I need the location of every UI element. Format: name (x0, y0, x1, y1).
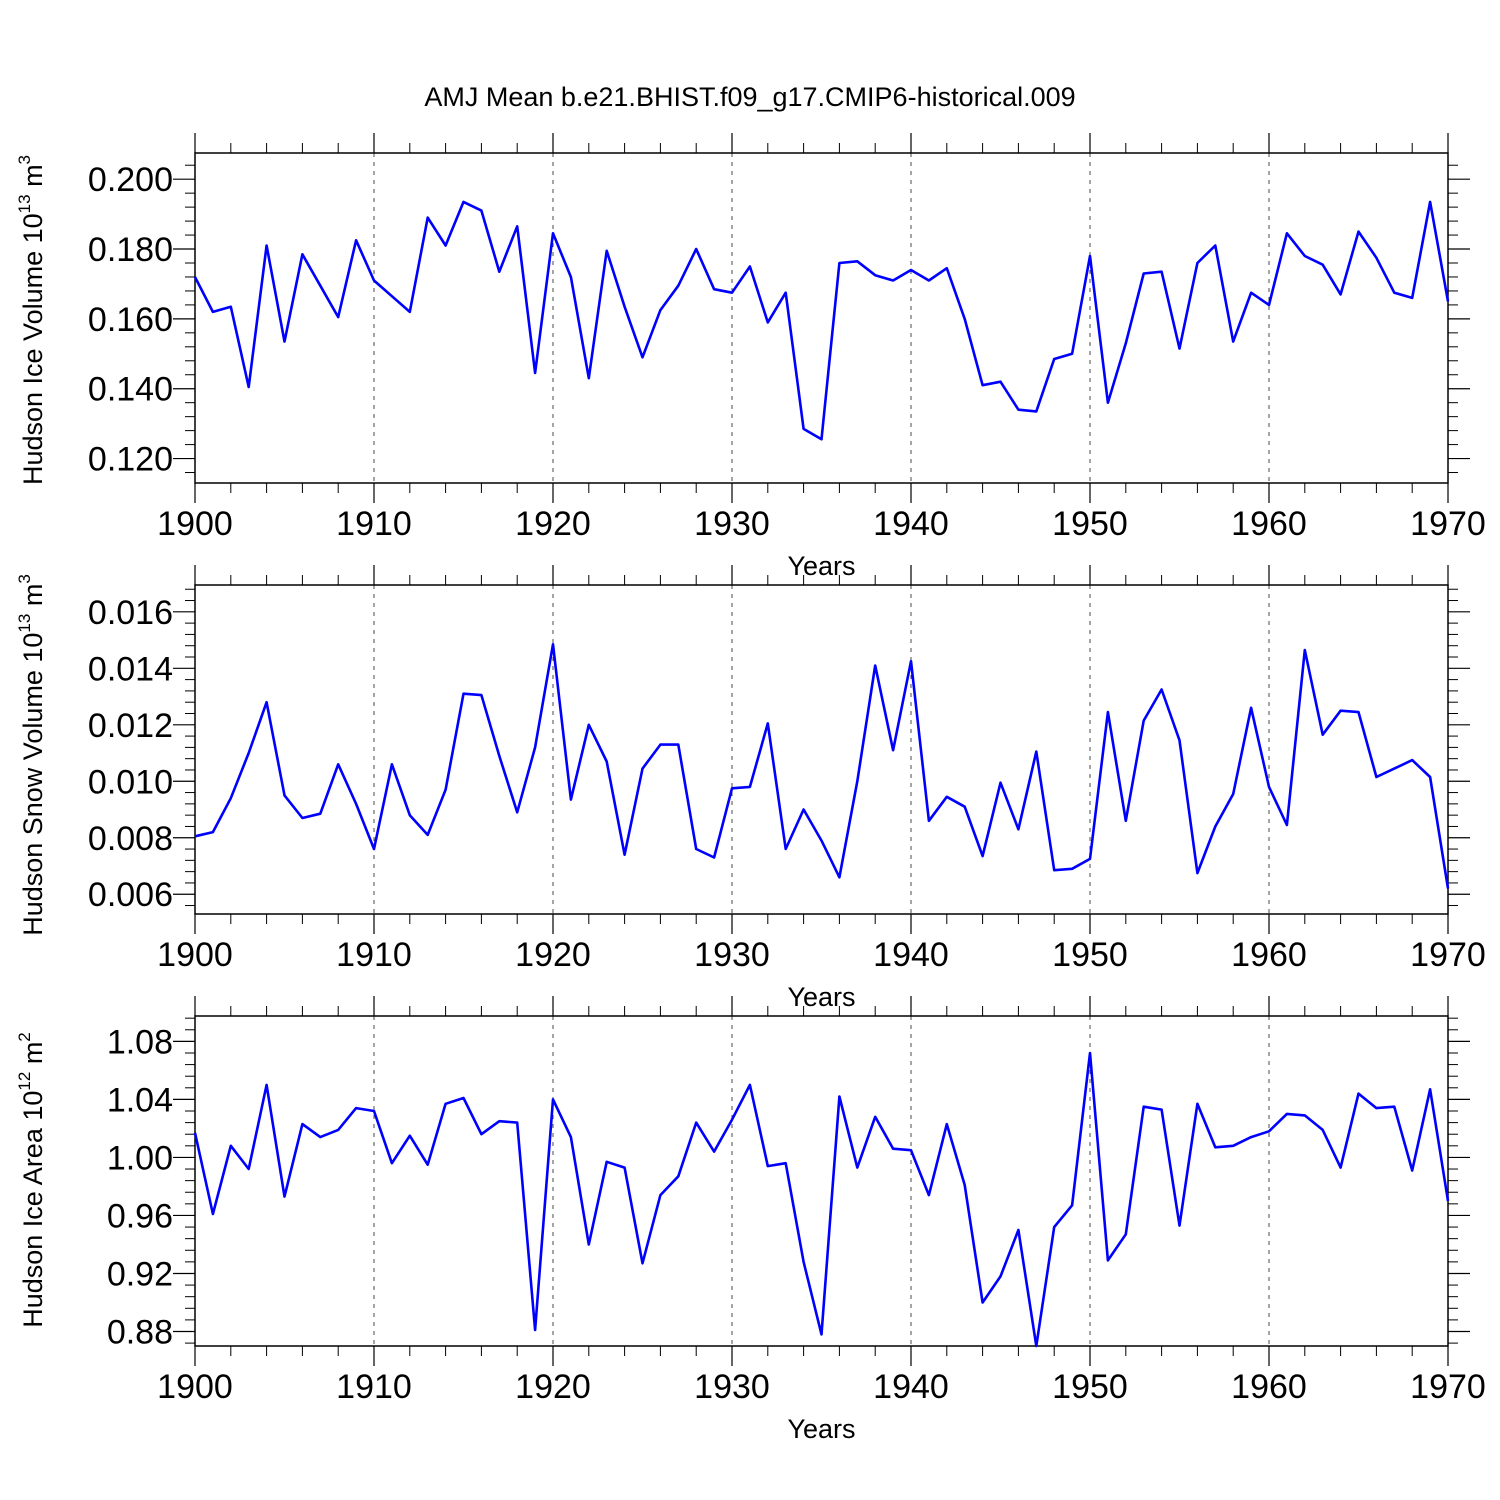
x-tick-label: 1950 (1052, 505, 1128, 543)
x-tick-label: 1930 (694, 936, 770, 974)
x-tick-label: 1910 (336, 936, 412, 974)
y-tick-label: 0.012 (88, 707, 173, 745)
series-line (193, 200, 1450, 441)
x-tick-label: 1930 (694, 1368, 770, 1406)
y-axis-label-unit: m (18, 584, 48, 614)
x-tick-label: 1920 (515, 1368, 591, 1406)
plot-frame (194, 152, 1449, 484)
y-axis-label: Hudson Ice Area 1012 m2 (15, 1032, 48, 1328)
x-tick-label: 1940 (873, 936, 949, 974)
y-axis-label-exponent: 12 (15, 1072, 34, 1091)
y-axis-label-main: Hudson Snow Volume 10 (18, 633, 48, 936)
x-axis-label: Years (787, 1414, 855, 1444)
figure-title: AMJ Mean b.e21.BHIST.f09_g17.CMIP6-histo… (424, 82, 1075, 112)
y-axis-label-unit-exponent: 2 (15, 1032, 34, 1041)
y-tick-label: 0.014 (88, 650, 173, 688)
x-tick-label: 1960 (1231, 936, 1307, 974)
y-tick-label: 0.96 (107, 1197, 173, 1235)
y-tick-label: 0.120 (88, 441, 173, 479)
y-axis-label-exponent: 13 (15, 614, 34, 633)
y-tick-label: 1.08 (107, 1023, 173, 1061)
x-tick-label: 1900 (157, 505, 233, 543)
y-tick-label: 0.140 (88, 371, 173, 409)
x-tick-label: 1970 (1410, 936, 1486, 974)
plot-frame (194, 584, 1449, 915)
plot-frame (194, 1015, 1449, 1347)
y-tick-label: 0.010 (88, 763, 173, 801)
x-tick-label: 1910 (336, 1368, 412, 1406)
y-axis-label-main: Hudson Ice Area 10 (18, 1091, 48, 1328)
y-axis-label: Hudson Snow Volume 1013 m3 (15, 574, 48, 936)
series-line (193, 1051, 1450, 1348)
y-axis-label-unit-exponent: 3 (15, 574, 34, 583)
x-axis-label: Years (787, 551, 855, 581)
x-tick-label: 1940 (873, 1368, 949, 1406)
series-line (194, 642, 1450, 889)
y-axis-label-unit-exponent: 3 (15, 155, 34, 164)
y-tick-label: 0.200 (88, 161, 173, 199)
panel-ice-area: 1900 1910 1920 1930 1940 1950 1960 1970 0.88 0.92… (15, 996, 1486, 1444)
y-tick-label: 0.008 (88, 820, 173, 858)
x-tick-label: 1910 (336, 505, 412, 543)
y-tick-label: 1.04 (107, 1081, 173, 1119)
y-tick-label: 0.92 (107, 1255, 173, 1293)
panel-snow-volume: 1900 1910 1920 1930 1940 1950 1960 1970 0.006 0.0… (15, 565, 1486, 1012)
x-tick-label: 1960 (1231, 1368, 1307, 1406)
x-tick-label: 1950 (1052, 936, 1128, 974)
x-tick-label: 1940 (873, 505, 949, 543)
x-tick-label: 1960 (1231, 505, 1307, 543)
y-axis-label-unit: m (18, 1042, 48, 1072)
panel-ice-volume: 1900 1910 1920 1930 1940 1950 1960 1970 0.120 0.1… (15, 133, 1486, 581)
y-axis-label-main: Hudson Ice Volume 10 (18, 213, 48, 485)
x-tick-label: 1970 (1410, 1368, 1486, 1406)
y-tick-label: 1.00 (107, 1139, 173, 1177)
y-tick-label: 0.160 (88, 301, 173, 339)
x-tick-label: 1900 (157, 936, 233, 974)
x-tick-label: 1930 (694, 505, 770, 543)
y-axis-label-exponent: 13 (15, 194, 34, 213)
y-tick-label: 0.88 (107, 1313, 173, 1351)
x-tick-label: 1900 (157, 1368, 233, 1406)
x-tick-label: 1920 (515, 505, 591, 543)
y-axis-label-unit: m (18, 164, 48, 194)
x-tick-label: 1950 (1052, 1368, 1128, 1406)
x-tick-label: 1970 (1410, 505, 1486, 543)
y-tick-label: 0.180 (88, 231, 173, 269)
y-tick-label: 0.006 (88, 876, 173, 914)
x-axis-label: Years (787, 982, 855, 1012)
y-axis-label: Hudson Ice Volume 1013 m3 (15, 155, 48, 485)
x-tick-label: 1920 (515, 936, 591, 974)
y-tick-label: 0.016 (88, 594, 173, 632)
